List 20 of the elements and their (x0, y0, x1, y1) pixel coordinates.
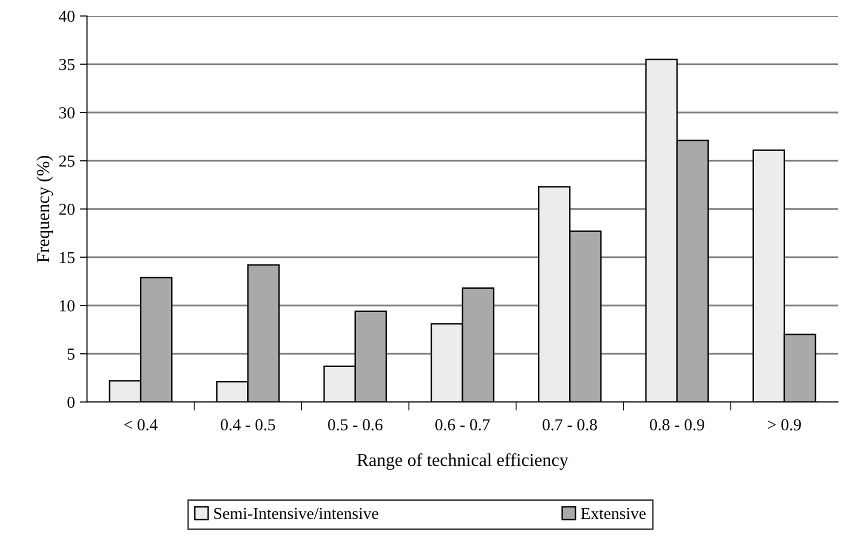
x-tick-label: 0.8 - 0.9 (650, 419, 704, 430)
y-tick-label: 30 (59, 107, 75, 118)
x-tick-label: < 0.4 (124, 419, 158, 430)
x-tick-label: 0.6 - 0.7 (435, 419, 490, 430)
y-tick-label: 40 (58, 10, 75, 22)
y-tick-label: 25 (59, 155, 75, 167)
x-tick-label: > 0.9 (768, 419, 801, 430)
y-tick-label: 5 (68, 348, 75, 360)
y-tick-label: 15 (60, 252, 75, 264)
legend-label: Semi-Intensive/intensive (214, 508, 378, 520)
x-tick-label: 0.5 - 0.6 (328, 419, 382, 430)
x-axis-title: Range of technical efficiency (357, 453, 568, 470)
legend-label: Extensive (580, 508, 646, 520)
y-axis-title: Frequency (%) (36, 156, 53, 262)
x-tick-label: 0.4 - 0.5 (220, 419, 276, 430)
y-tick-label: 0 (67, 396, 75, 408)
y-tick-label: 35 (59, 58, 75, 70)
y-tick-label: 10 (60, 300, 75, 312)
y-tick-label: 20 (59, 204, 75, 215)
x-tick-label: 0.7 - 0.8 (542, 419, 597, 430)
